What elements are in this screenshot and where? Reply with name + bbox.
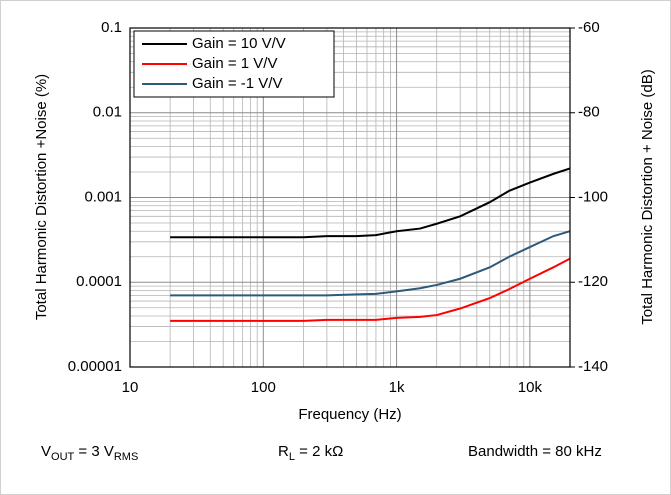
- grid: [129, 27, 570, 368]
- x-tick-label: 100: [251, 379, 276, 396]
- series-line: [170, 257, 571, 322]
- y2-axis-label: Total Harmonic Distortion + Noise (dB): [639, 69, 656, 325]
- y-tick-label: 0.001: [84, 188, 122, 205]
- annotation: VOUT = 3 VRMS: [41, 443, 138, 463]
- x-axis-label: Frequency (Hz): [298, 406, 401, 423]
- legend-label: Gain = 10 V/V: [192, 35, 286, 52]
- annotation-subscript: RMS: [114, 451, 138, 463]
- annotation-text: V: [41, 443, 51, 460]
- lines: [170, 167, 571, 322]
- annotation: Bandwidth = 80 kHz: [468, 443, 602, 460]
- series-line: [170, 230, 571, 297]
- series-line: [170, 167, 571, 239]
- y2-tick-label: -100: [578, 188, 608, 205]
- y2-tick-label: -60: [578, 19, 600, 36]
- annotation-text: = 2 kΩ: [295, 443, 343, 460]
- annotation-text: Bandwidth = 80 kHz: [468, 443, 602, 460]
- y-axis-label: Total Harmonic Distortion +Noise (%): [33, 74, 50, 320]
- annotation-text: R: [278, 443, 289, 460]
- annotation: RL = 2 kΩ: [278, 443, 343, 463]
- y-tick-label: 0.1: [101, 19, 122, 36]
- y-tick-label: 0.00001: [68, 358, 122, 375]
- annotation-subscript: OUT: [51, 451, 75, 463]
- y2-tick-label: -80: [578, 104, 600, 121]
- legend-label: Gain = -1 V/V: [192, 75, 282, 92]
- x-tick-label: 1k: [389, 379, 405, 396]
- annotation-subscript: L: [289, 451, 295, 463]
- y2-tick-label: -120: [578, 273, 608, 290]
- x-tick-label: 10k: [518, 379, 543, 396]
- annotation-text: = 3 V: [74, 443, 114, 460]
- y-tick-label: 0.0001: [76, 273, 122, 290]
- legend-label: Gain = 1 V/V: [192, 55, 277, 72]
- y2-tick-label: -140: [578, 358, 608, 375]
- x-tick-label: 10: [122, 379, 139, 396]
- y-tick-label: 0.01: [93, 104, 122, 121]
